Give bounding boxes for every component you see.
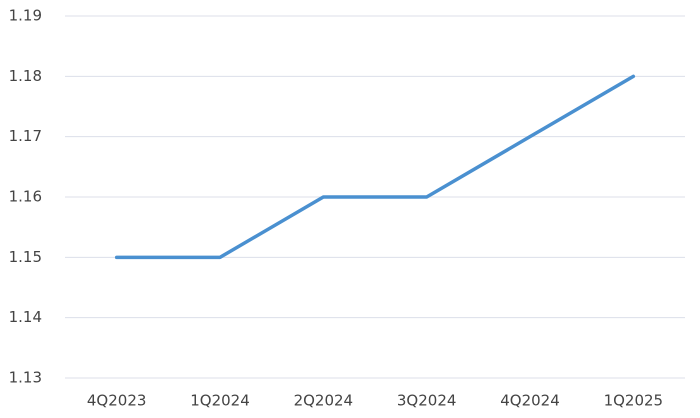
line-series bbox=[114, 74, 636, 260]
y-tick-label: 1.19 bbox=[9, 7, 42, 25]
y-tick-label: 1.14 bbox=[9, 308, 42, 326]
x-tick-label: 4Q2023 bbox=[87, 392, 147, 410]
x-tick-label: 1Q2024 bbox=[190, 392, 250, 410]
x-tick-label: 2Q2024 bbox=[294, 392, 354, 410]
x-tick-label: 1Q2025 bbox=[604, 392, 664, 410]
x-tick-label: 3Q2024 bbox=[397, 392, 457, 410]
y-tick-label: 1.16 bbox=[9, 188, 42, 206]
y-tick-label: 1.17 bbox=[9, 127, 42, 145]
y-tick-label: 1.13 bbox=[9, 369, 42, 387]
y-tick-label: 1.15 bbox=[9, 248, 42, 266]
y-tick-label: 1.18 bbox=[9, 67, 42, 85]
x-tick-label: 4Q2024 bbox=[500, 392, 560, 410]
